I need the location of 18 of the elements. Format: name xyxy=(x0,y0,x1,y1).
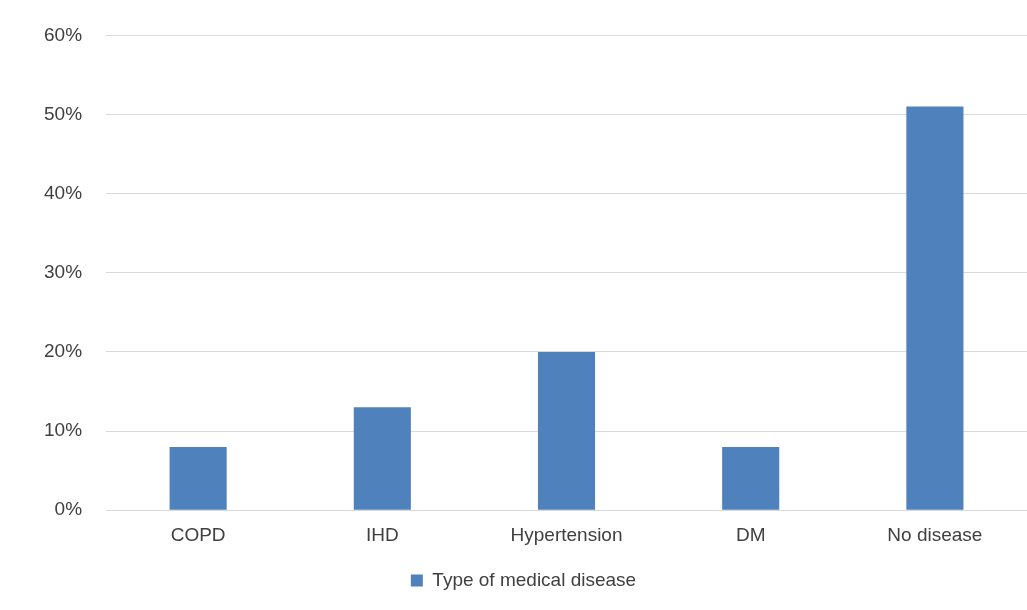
x-tick-label: COPD xyxy=(170,523,226,545)
x-tick-label: DM xyxy=(735,523,766,545)
bar xyxy=(353,407,411,510)
bar xyxy=(537,351,596,510)
bar xyxy=(906,106,964,510)
bar xyxy=(722,446,780,510)
y-tick-label: 20% xyxy=(44,340,83,362)
y-tick-label: 30% xyxy=(44,261,83,283)
bar xyxy=(169,446,227,510)
y-tick-label: 50% xyxy=(44,102,83,124)
x-tick-label: Hypertension xyxy=(510,523,623,545)
y-tick-label: 0% xyxy=(54,498,83,520)
y-tick-label: 60% xyxy=(44,23,83,45)
x-tick-label: IHD xyxy=(365,523,399,545)
y-tick-label: 40% xyxy=(44,181,83,203)
x-tick-label: No disease xyxy=(887,523,983,545)
legend-label: Type of medical disease xyxy=(432,568,637,590)
y-tick-label: 10% xyxy=(44,419,83,441)
